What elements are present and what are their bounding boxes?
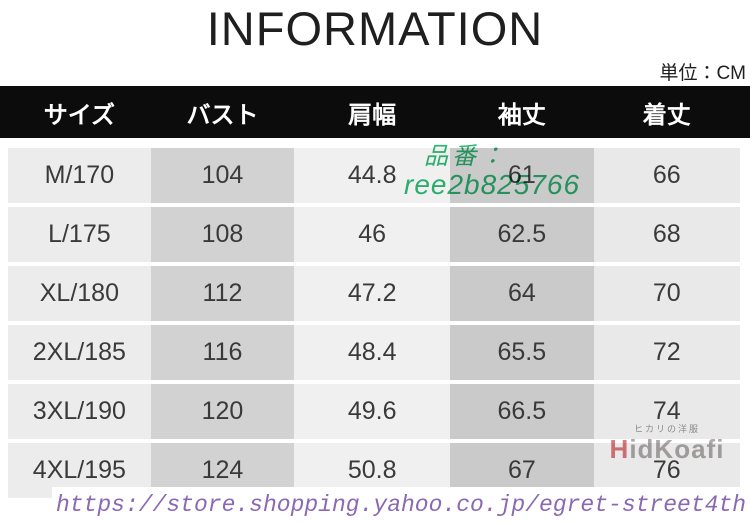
table-row: M/170 104 44.8 61 66 (8, 148, 740, 203)
store-url-text: https://store.shopping.yahoo.co.jp/egret… (55, 492, 747, 518)
header-cell-1: バスト (186, 101, 259, 129)
table-row: L/175 108 46 62.5 68 (8, 207, 740, 262)
size-table-header-row: サイズ バスト 肩幅 袖丈 着丈 (0, 86, 750, 138)
table-cell: 66 (593, 148, 740, 203)
table-cell: 112 (150, 266, 295, 321)
header-cell-0: サイズ (43, 101, 115, 129)
table-cell: 68 (593, 207, 740, 262)
unit-label: 単位：CM (659, 63, 746, 84)
table-cell: 48.4 (294, 325, 451, 380)
table-cell: 46 (294, 207, 451, 262)
table-cell: 49.6 (294, 384, 451, 439)
table-cell: 74 (593, 384, 740, 439)
table-cell: 2XL/185 (8, 325, 151, 380)
store-url-band: https://store.shopping.yahoo.co.jp/egret… (52, 487, 750, 523)
table-cell: 64 (450, 266, 594, 321)
table-cell: 108 (150, 207, 295, 262)
table-cell: 72 (593, 325, 740, 380)
table-cell: 47.2 (294, 266, 451, 321)
table-cell: 66.5 (450, 384, 594, 439)
table-cell: L/175 (8, 207, 151, 262)
table-row: 3XL/190 120 49.6 66.5 74 (8, 384, 740, 439)
table-cell: 61 (450, 148, 594, 203)
table-cell: 62.5 (450, 207, 594, 262)
page-title: INFORMATION (206, 2, 544, 55)
table-cell: 116 (150, 325, 295, 380)
table-cell: 120 (150, 384, 295, 439)
size-table-body: M/170 104 44.8 61 66 L/175 108 46 62.5 68 XL/180 11… (8, 148, 740, 502)
table-row: XL/180 112 47.2 64 70 (8, 266, 740, 321)
table-cell: 3XL/190 (8, 384, 151, 439)
header-cell-3: 袖丈 (497, 101, 546, 129)
header-cell-4: 着丈 (642, 101, 691, 129)
table-row: 2XL/185 116 48.4 65.5 72 (8, 325, 740, 380)
header-cell-2: 肩幅 (348, 101, 397, 129)
table-cell: 44.8 (294, 148, 451, 203)
table-cell: 65.5 (450, 325, 594, 380)
table-cell: M/170 (8, 148, 151, 203)
table-cell: 104 (150, 148, 295, 203)
table-cell: XL/180 (8, 266, 151, 321)
table-cell: 70 (593, 266, 740, 321)
